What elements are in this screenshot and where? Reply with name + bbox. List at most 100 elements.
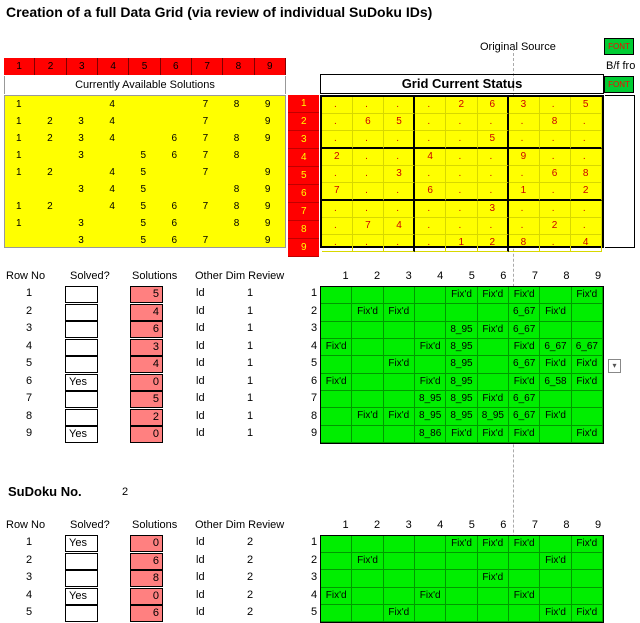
status-cell[interactable]: Fix'd (383, 604, 415, 622)
current-cell[interactable]: . (384, 131, 416, 149)
current-cell[interactable]: . (539, 97, 571, 114)
status-cell[interactable] (509, 604, 541, 622)
status-cell[interactable]: Fix'd (321, 587, 353, 605)
status-cell[interactable]: Fix'd (509, 425, 541, 443)
current-cell[interactable]: . (446, 149, 478, 166)
current-cell[interactable]: . (322, 131, 354, 149)
current-cell[interactable]: 2 (446, 97, 478, 114)
solved-cell[interactable] (65, 605, 98, 622)
status-cell[interactable] (540, 536, 572, 554)
current-cell[interactable]: . (384, 235, 416, 252)
status-cell[interactable]: 8_95 (415, 391, 447, 409)
current-cell[interactable]: . (415, 166, 447, 183)
status-cell[interactable] (383, 587, 415, 605)
status-cell[interactable]: Fix'd (509, 373, 541, 391)
status-cell[interactable]: Fix'd (571, 425, 603, 443)
status-cell[interactable]: Fix'd (540, 553, 572, 571)
current-cell[interactable]: . (508, 131, 540, 149)
solved-cell[interactable] (65, 339, 98, 356)
current-cell[interactable]: . (539, 235, 571, 252)
status-cell[interactable]: Fix'd (540, 356, 572, 374)
status-cell[interactable]: Fix'd (540, 304, 572, 322)
status-cell[interactable]: 8_95 (446, 356, 478, 374)
current-cell[interactable]: . (415, 97, 447, 114)
status-cell[interactable] (571, 553, 603, 571)
current-cell[interactable]: 2 (539, 218, 571, 235)
status-cell[interactable]: 6_67 (509, 321, 541, 339)
status-cell[interactable] (540, 287, 572, 305)
current-cell[interactable]: . (322, 235, 354, 252)
solutions-cell[interactable]: 4 (130, 304, 163, 321)
status-cell[interactable]: Fix'd (571, 373, 603, 391)
status-cell[interactable]: Fix'd (446, 536, 478, 554)
current-cell[interactable]: 9 (508, 149, 540, 166)
status-cell[interactable]: 8_95 (477, 408, 509, 426)
current-cell[interactable]: 8 (508, 235, 540, 252)
current-cell[interactable]: 2 (570, 183, 602, 201)
solutions-cell[interactable]: 8 (130, 570, 163, 587)
status-cell[interactable] (415, 287, 447, 305)
status-cell[interactable]: Fix'd (509, 536, 541, 554)
current-cell[interactable]: 1 (446, 235, 478, 252)
current-cell[interactable]: . (570, 201, 602, 218)
status-cell[interactable] (352, 373, 384, 391)
status-cell[interactable] (321, 287, 353, 305)
current-cell[interactable]: . (384, 201, 416, 218)
status-cell[interactable] (383, 373, 415, 391)
current-cell[interactable]: 8 (570, 166, 602, 183)
current-cell[interactable]: . (539, 149, 571, 166)
status-cell[interactable] (415, 321, 447, 339)
status-cell[interactable] (321, 408, 353, 426)
current-cell[interactable]: . (570, 114, 602, 131)
status-cell[interactable] (509, 553, 541, 571)
status-cell[interactable] (321, 604, 353, 622)
status-cell[interactable] (540, 570, 572, 588)
current-cell[interactable]: 4 (415, 149, 447, 166)
current-cell[interactable]: . (508, 218, 540, 235)
status-cell[interactable] (446, 604, 478, 622)
status-cell[interactable]: Fix'd (571, 604, 603, 622)
status-cell[interactable] (446, 553, 478, 571)
status-cell[interactable]: 6_67 (509, 304, 541, 322)
status-cell[interactable]: Fix'd (509, 287, 541, 305)
status-cell[interactable] (477, 604, 509, 622)
solved-cell[interactable] (65, 286, 98, 303)
status-cell[interactable] (446, 587, 478, 605)
solved-cell[interactable] (65, 391, 98, 408)
status-cell[interactable] (477, 356, 509, 374)
current-cell[interactable]: . (384, 183, 416, 201)
status-cell[interactable] (477, 339, 509, 357)
solved-cell[interactable]: Yes (65, 588, 98, 605)
status-cell[interactable] (571, 408, 603, 426)
status-cell[interactable]: Fix'd (352, 408, 384, 426)
status-cell[interactable]: 8_95 (446, 391, 478, 409)
current-cell[interactable]: 3 (508, 97, 540, 114)
solutions-cell[interactable]: 0 (130, 426, 163, 443)
current-cell[interactable]: 2 (477, 235, 509, 252)
current-cell[interactable]: 6 (415, 183, 447, 201)
status-cell[interactable] (540, 391, 572, 409)
current-cell[interactable]: 6 (353, 114, 385, 131)
status-cell[interactable]: Fix'd (415, 587, 447, 605)
solutions-cell[interactable]: 6 (130, 553, 163, 570)
status-cell[interactable] (321, 536, 353, 554)
status-cell[interactable] (352, 356, 384, 374)
solutions-cell[interactable]: 2 (130, 409, 163, 426)
status-cell[interactable] (571, 321, 603, 339)
current-cell[interactable]: . (539, 183, 571, 201)
status-cell[interactable] (352, 536, 384, 554)
status-cell[interactable] (352, 287, 384, 305)
status-cell[interactable]: Fix'd (321, 373, 353, 391)
current-cell[interactable]: . (353, 149, 385, 166)
current-cell[interactable]: . (415, 131, 447, 149)
current-cell[interactable]: 5 (570, 97, 602, 114)
status-cell[interactable] (509, 570, 541, 588)
status-cell[interactable]: Fix'd (415, 339, 447, 357)
status-cell[interactable]: Fix'd (415, 373, 447, 391)
current-cell[interactable]: 6 (539, 166, 571, 183)
status-cell[interactable]: Fix'd (477, 536, 509, 554)
current-cell[interactable]: 1 (508, 183, 540, 201)
current-cell[interactable]: . (415, 114, 447, 131)
current-cell[interactable]: 3 (477, 201, 509, 218)
current-cell[interactable]: . (446, 114, 478, 131)
